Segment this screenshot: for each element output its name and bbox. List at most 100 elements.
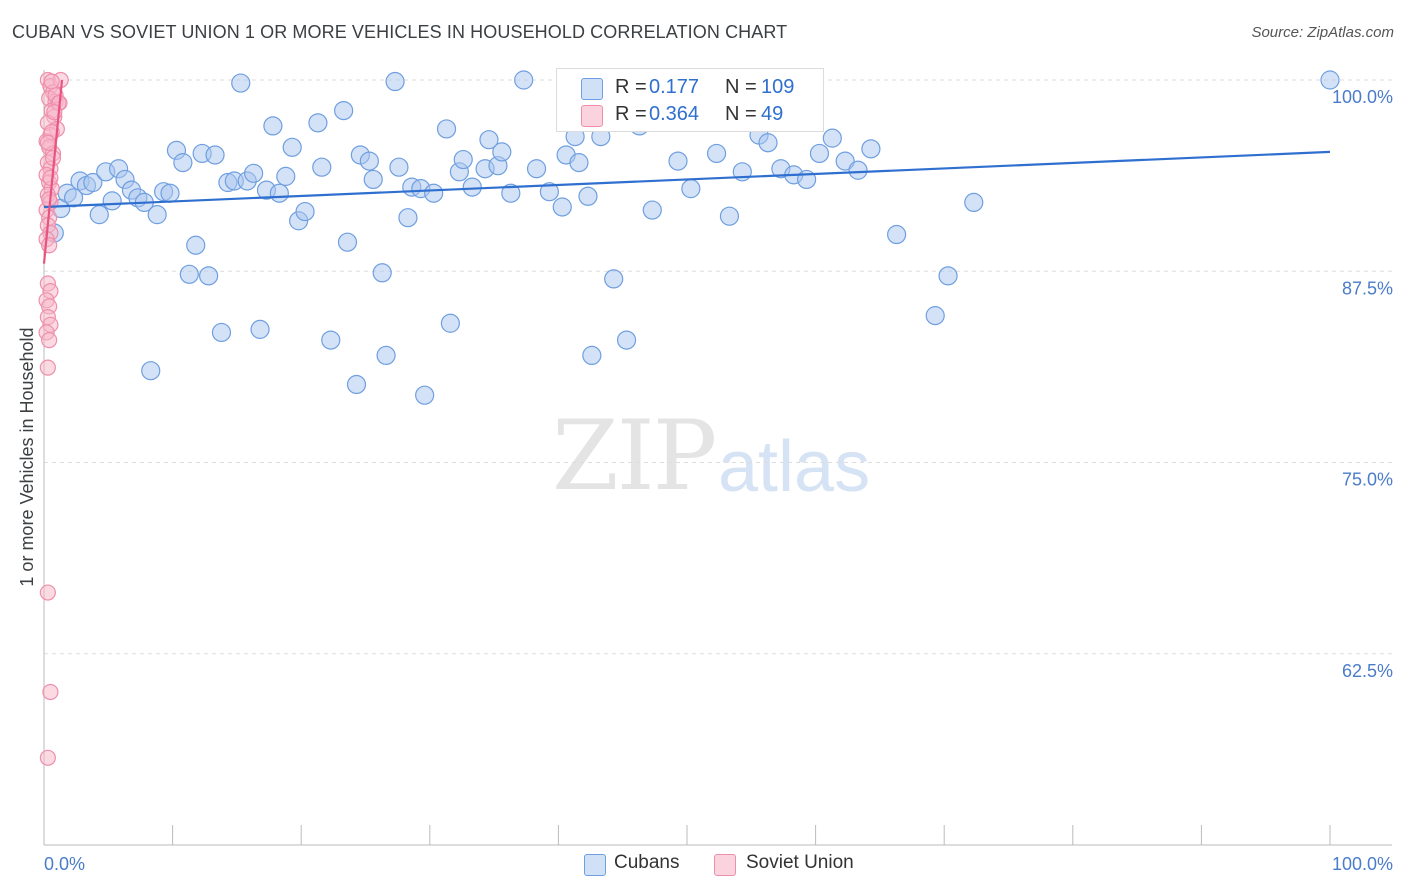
y-tick-label: 75.0% [1342,470,1393,490]
point-cubans [102,191,122,211]
y-axis-label: 1 or more Vehicles in Household [17,327,37,586]
point-soviet-union [39,584,56,601]
point-cubans [141,361,161,381]
source-label: Source: ZipAtlas.com [1251,24,1394,41]
point-cubans [822,128,842,148]
point-cubans [282,137,302,157]
point-cubans [308,113,328,133]
watermark-zip: ZIP [552,400,717,512]
point-soviet-union [42,169,59,187]
point-cubans [205,145,225,165]
point-cubans [758,133,778,153]
point-cubans [436,119,457,139]
point-cubans [514,70,534,90]
point-soviet-union [43,73,60,90]
x-tick-label: 100.0% [1332,854,1393,874]
bottom-label-cubans: Cubans [614,852,680,873]
point-cubans [848,160,868,180]
point-cubans [809,143,830,164]
point-cubans [398,208,418,228]
point-cubans [925,306,945,326]
point-cubans [173,153,193,173]
point-cubans [938,266,958,286]
point-cubans [453,149,473,170]
legend-r-value: 0.364 [649,103,700,125]
point-cubans [263,116,283,136]
bottom-label-soviet-union: Soviet Union [746,852,854,873]
point-cubans [269,183,289,203]
point-cubans [295,201,315,222]
legend-row-cubans: R = 0.177 N = 109 [557,75,823,101]
point-cubans [479,130,499,150]
bottom-swatch-soviet-union [714,854,736,876]
point-cubans [276,166,296,186]
y-tick-label: 62.5% [1342,661,1393,681]
point-cubans [389,157,409,177]
point-cubans [1320,70,1340,90]
point-cubans [424,183,444,203]
point-cubans [211,322,232,343]
point-cubans [501,183,521,203]
grid-lines [44,79,1392,655]
point-cubans [462,177,482,197]
trend-lines [42,79,1331,264]
point-cubans [642,200,662,220]
point-soviet-union [41,237,58,254]
legend-row-soviet-union: R = 0.364 N = 49 [557,102,823,128]
point-cubans [321,330,341,350]
series-cubans [44,70,1340,405]
point-cubans [160,183,180,203]
point-cubans [706,143,727,164]
point-cubans [440,313,460,333]
point-cubans [668,151,688,171]
bottom-swatch-cubans [584,854,606,876]
point-cubans [604,269,624,289]
legend-n-value: 49 [761,103,784,125]
legend-n-label: N = [725,76,757,98]
point-cubans [385,71,405,92]
correlation-legend: R = 0.177 N = 109 R = 0.364 N = 49 [556,68,824,132]
point-cubans [337,232,358,252]
point-cubans [372,263,392,283]
y-tick-label: 100.0% [1332,87,1393,107]
point-cubans [346,374,367,395]
legend-n-value: 109 [761,76,795,98]
point-cubans [552,197,572,217]
point-soviet-union [39,359,56,376]
point-cubans [250,319,270,339]
trend-line-cubans [43,150,1331,209]
chart-title: CUBAN VS SOVIET UNION 1 OR MORE VEHICLES… [12,22,788,42]
point-cubans [887,224,907,245]
point-cubans [492,142,512,162]
legend-r-label: R = [615,76,647,98]
point-soviet-union [39,749,56,766]
point-cubans [363,169,383,190]
point-cubans [376,345,396,365]
point-cubans [199,266,219,286]
x-tick-label: 0.0% [44,854,85,874]
point-cubans [539,182,559,202]
point-cubans [616,330,637,350]
point-cubans [578,186,598,206]
legend-r-value: 0.177 [649,76,700,98]
legend-swatch-cubans [581,78,603,100]
point-cubans [179,264,199,284]
point-cubans [569,153,589,173]
point-cubans [415,385,435,405]
point-soviet-union [39,134,56,151]
watermark-atlas: atlas [718,427,871,507]
y-tick-label: 87.5% [1342,278,1393,298]
point-cubans [83,172,103,193]
trend-line-soviet-union [42,79,64,264]
point-cubans [681,179,701,199]
point-cubans [89,205,109,225]
point-cubans [582,345,602,365]
point-cubans [244,163,264,183]
axis-labels: 62.5% 75.0% 87.5% 100.0% 0.0% 100.0% 1 or more… [17,87,1393,874]
point-cubans [231,73,251,93]
point-cubans [147,205,167,225]
point-cubans [861,139,881,159]
legend-n-label: N = [725,103,757,125]
point-cubans [312,157,332,177]
